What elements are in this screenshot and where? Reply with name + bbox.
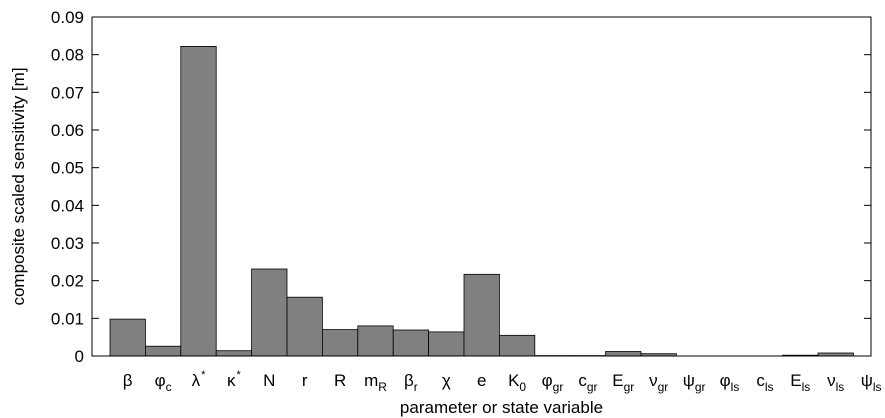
y-tick-label: 0.05 — [51, 159, 84, 178]
x-tick-label: K0 — [508, 371, 526, 394]
x-axis-label: parameter or state variable — [400, 398, 603, 417]
y-tick-label: 0 — [75, 347, 84, 366]
x-tick-label: cls — [756, 371, 773, 394]
bar — [251, 268, 288, 357]
bar — [286, 296, 323, 357]
x-tick-label: ψgr — [683, 371, 706, 394]
y-ticks-group: 0 0.01 0.02 0.03 0.04 0.05 0.06 0.07 0.08 0.09 — [51, 8, 871, 366]
y-tick-label: 0.09 — [51, 8, 84, 27]
bar — [321, 329, 359, 357]
bar — [605, 351, 642, 357]
y-tick-label: 0.04 — [51, 196, 84, 215]
x-tick-label: ψls — [861, 371, 882, 394]
x-tick-label: φgr — [542, 371, 564, 394]
y-tick-label: 0.01 — [51, 309, 84, 328]
x-tick-label: R — [334, 371, 346, 390]
y-tick-label: 0.06 — [51, 121, 84, 140]
y-tick-label: 0.08 — [51, 46, 84, 65]
x-tick-label: φc — [155, 371, 172, 394]
x-tick-label: N — [263, 371, 275, 390]
x-tick-label: βr — [404, 371, 418, 394]
x-tick-label: Egr — [612, 371, 634, 394]
bar — [215, 350, 252, 357]
x-tick-label: νls — [827, 371, 844, 394]
x-tick-label: Els — [790, 371, 810, 394]
y-tick-label: 0.07 — [51, 83, 84, 102]
x-tick-label: λ* — [192, 369, 207, 390]
plot-frame — [91, 16, 872, 357]
bar — [109, 318, 146, 357]
x-tick-label: νgr — [649, 371, 668, 394]
bar — [180, 46, 217, 357]
bar — [498, 334, 536, 357]
x-tick-label: cgr — [578, 371, 597, 394]
bar — [463, 273, 500, 357]
bar — [357, 325, 394, 357]
bar — [428, 331, 465, 357]
y-tick-label: 0.02 — [51, 272, 84, 291]
x-tick-label: φls — [720, 371, 740, 394]
y-tick-label: 0.03 — [51, 234, 84, 253]
x-tick-label: e — [477, 371, 486, 390]
x-tick-label: mR — [364, 371, 387, 394]
y-axis-label: composite scaled sensitivity [m] — [9, 67, 28, 305]
bar — [392, 329, 430, 357]
bar — [144, 345, 182, 357]
bars-group — [109, 46, 854, 357]
x-tick-label: β — [123, 371, 133, 390]
x-tick-label: χ — [442, 371, 451, 390]
x-tick-label: κ* — [227, 369, 242, 390]
x-tick-label: r — [302, 371, 308, 390]
